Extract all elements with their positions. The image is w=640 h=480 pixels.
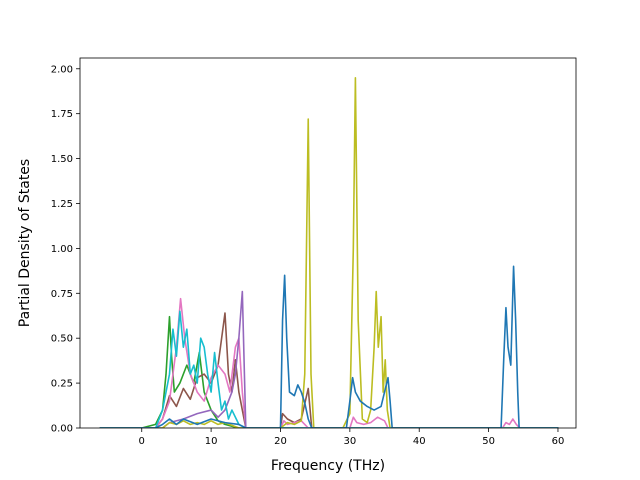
y-tick-label: 1.75 [51,109,73,120]
series-line-3 [99,297,559,428]
y-axis-label: Partial Density of States [17,159,33,327]
x-axis: 0 10 20 30 40 50 60 [139,428,565,447]
x-tick-label: 40 [413,436,426,447]
series-line-5 [99,76,559,428]
series-layer [99,76,559,428]
y-axis: 0.00 0.25 0.50 0.75 1.00 1.25 1.50 1.75 2.00 [51,64,80,435]
y-tick-label: 2.00 [51,64,73,75]
x-tick-label: 60 [552,436,565,447]
y-tick-label: 1.50 [51,154,73,165]
y-tick-label: 0.00 [51,424,73,435]
y-tick-label: 1.25 [51,199,73,210]
x-tick-label: 10 [205,436,218,447]
y-tick-label: 0.75 [51,289,73,300]
series-line-6 [99,310,559,428]
x-tick-label: 0 [139,436,145,447]
plot-frame [79,57,577,429]
y-tick-label: 0.50 [51,334,73,345]
series-line-7 [99,265,559,428]
series-line-4 [99,290,559,428]
x-tick-label: 30 [343,436,356,447]
x-axis-label: Frequency (THz) [271,458,385,474]
plot-area [80,58,576,428]
x-tick-label: 20 [274,436,287,447]
y-tick-label: 0.25 [51,379,73,390]
x-tick-label: 50 [482,436,495,447]
y-tick-label: 1.00 [51,244,73,255]
